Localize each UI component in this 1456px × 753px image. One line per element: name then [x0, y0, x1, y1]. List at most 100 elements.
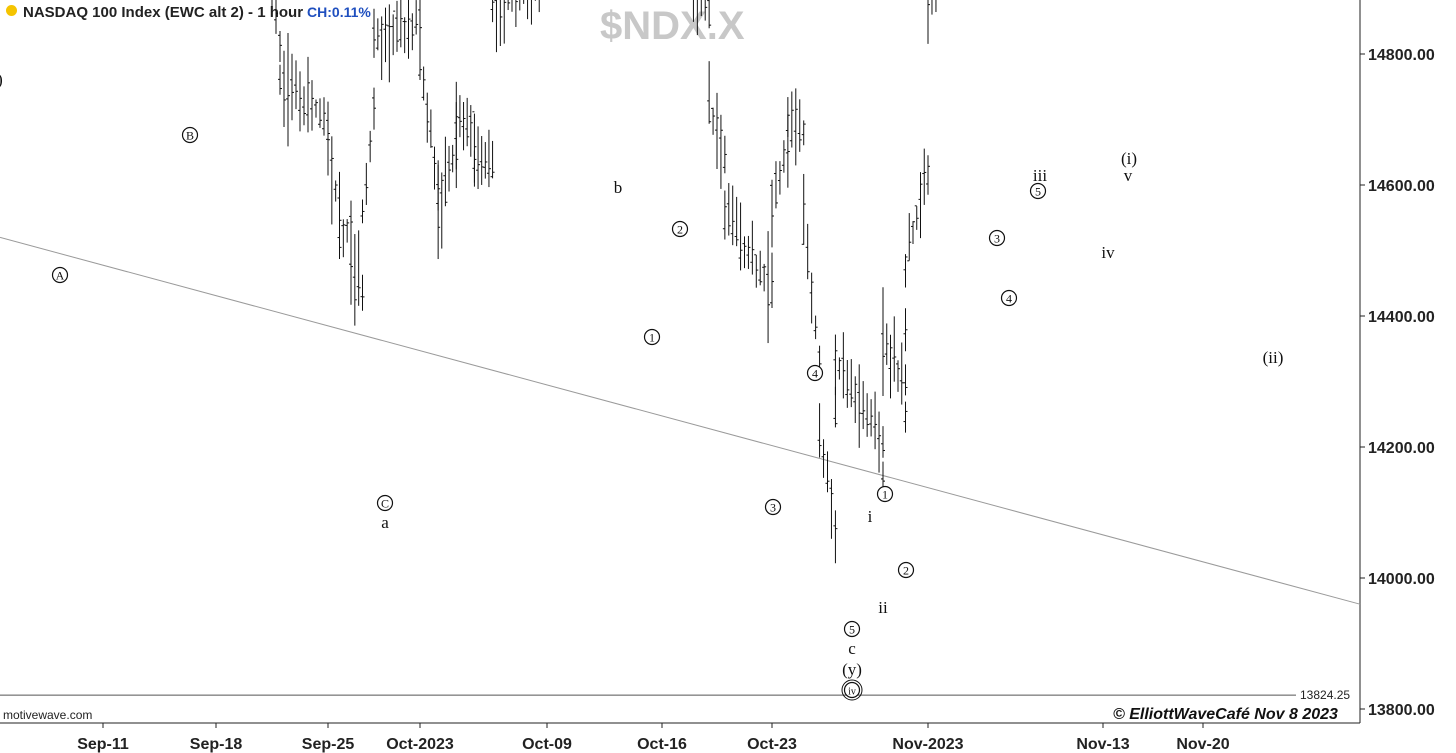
wave-label-circle	[897, 561, 915, 579]
ohlc-bar	[758, 250, 763, 286]
ohlc-bar	[903, 364, 908, 396]
ohlc-bar	[849, 359, 854, 408]
ohlc-bar	[766, 231, 771, 344]
ohlc-bar	[785, 97, 790, 138]
ohlc-bar	[750, 220, 755, 275]
ohlc-bar	[762, 263, 767, 292]
ohlc-bar	[519, 0, 521, 11]
wave-label: v	[1124, 166, 1133, 185]
ohlc-bar	[884, 323, 889, 365]
ohlc-bar	[318, 98, 322, 128]
ohlc-bar	[809, 272, 814, 324]
wave-label: iv	[1101, 243, 1115, 262]
ohlc-bar	[395, 0, 399, 52]
ohlc-bar	[329, 136, 334, 225]
level-label-low: 13824.25	[1300, 688, 1350, 702]
ohlc-bar	[398, 0, 403, 48]
ohlc-bar	[805, 223, 810, 280]
wave-label: a	[381, 513, 389, 532]
ohlc-bar	[534, 0, 536, 1]
ohlc-bar	[781, 140, 786, 173]
ohlc-bar	[402, 17, 407, 54]
ohlc-bar	[414, 0, 419, 35]
wave-label-circle	[806, 364, 824, 382]
ohlc-bar	[352, 234, 357, 326]
ohlc-bar	[387, 4, 392, 83]
ohlc-bar	[813, 315, 818, 340]
ohlc-bar	[833, 334, 838, 396]
ohlc-bar	[896, 360, 900, 392]
ohlc-bar	[468, 105, 473, 157]
ohlc-bar	[436, 164, 441, 260]
ohlc-bar	[817, 403, 822, 458]
ohlc-bar	[793, 88, 798, 166]
ohlc-bar	[274, 0, 278, 34]
wave-label: iii	[1033, 166, 1047, 185]
ohlc-bar	[888, 334, 893, 399]
price-tick-label: 14000.00	[1368, 571, 1435, 588]
ohlc-bar	[881, 461, 885, 489]
chart-header: NASDAQ 100 Index (EWC alt 2) - 1 hour CH:…	[6, 4, 371, 21]
time-tick-label: Nov-13	[1076, 736, 1129, 753]
ohlc-bar	[523, 0, 525, 4]
ohlc-bar	[926, 155, 930, 195]
ohlc-bar	[511, 0, 513, 12]
time-tick-label: Sep-25	[302, 736, 355, 753]
ohlc-bar	[418, 0, 422, 61]
ohlc-bar	[372, 87, 376, 130]
time-tick-label: Oct-23	[747, 736, 797, 753]
source-credit: motivewave.com	[3, 708, 93, 722]
wave-label-circle	[376, 494, 394, 512]
ohlc-bar	[718, 114, 723, 189]
ohlc-bar	[773, 161, 778, 209]
ohlc-bar	[692, 0, 694, 22]
ohlc-bar	[801, 120, 806, 146]
wave-label: i	[868, 507, 873, 526]
ohlc-bar	[770, 252, 774, 308]
ohlc-bar	[881, 287, 885, 397]
ohlc-bar	[278, 31, 282, 62]
wave-label-circle-outer	[841, 679, 863, 701]
ohlc-bar	[322, 97, 326, 136]
ohlc-bar	[797, 99, 802, 152]
ohlc-bar	[454, 81, 459, 170]
time-tick-label: Sep-18	[190, 736, 243, 753]
wave-label: 5	[849, 623, 855, 637]
ohlc-bar	[789, 91, 794, 148]
ohlc-bar	[861, 381, 866, 430]
wave-label-circle	[671, 220, 689, 238]
ohlc-bar	[290, 53, 294, 121]
wave-label-circle	[51, 266, 69, 284]
ohlc-bar	[432, 146, 437, 190]
ohlc-bar	[722, 135, 727, 174]
ohlc-bar	[360, 274, 365, 311]
ohlc-bar	[391, 10, 396, 56]
ohlc-bar	[700, 0, 702, 17]
ohlc-bar	[302, 86, 306, 126]
wave-label: 1	[882, 488, 888, 502]
ohlc-bar	[490, 0, 495, 23]
ohlc-bar	[278, 64, 282, 95]
ohlc-bar	[421, 66, 426, 101]
ohlc-bar	[450, 144, 455, 173]
ohlc-bar	[294, 60, 298, 110]
ohlc-bar	[907, 213, 912, 262]
price-tick-label: 14200.00	[1368, 440, 1435, 457]
ohlc-bar	[337, 220, 342, 259]
ohlc-bar	[873, 391, 878, 450]
ohlc-bar	[372, 8, 376, 58]
wave-label-circle	[1029, 182, 1047, 200]
ohlc-bar	[833, 510, 838, 564]
wave-label: (ii)	[1263, 348, 1284, 367]
ohlc-bar	[282, 50, 286, 128]
ohlc-bar	[730, 185, 735, 246]
ohlc-bar	[821, 439, 826, 478]
ohlc-bar	[310, 80, 314, 131]
ohlc-bar	[447, 145, 452, 192]
time-tick-label: Nov-2023	[892, 736, 963, 753]
time-tick-label: Oct-2023	[386, 736, 454, 753]
ohlc-bar	[707, 0, 712, 29]
ohlc-bar	[503, 0, 507, 44]
